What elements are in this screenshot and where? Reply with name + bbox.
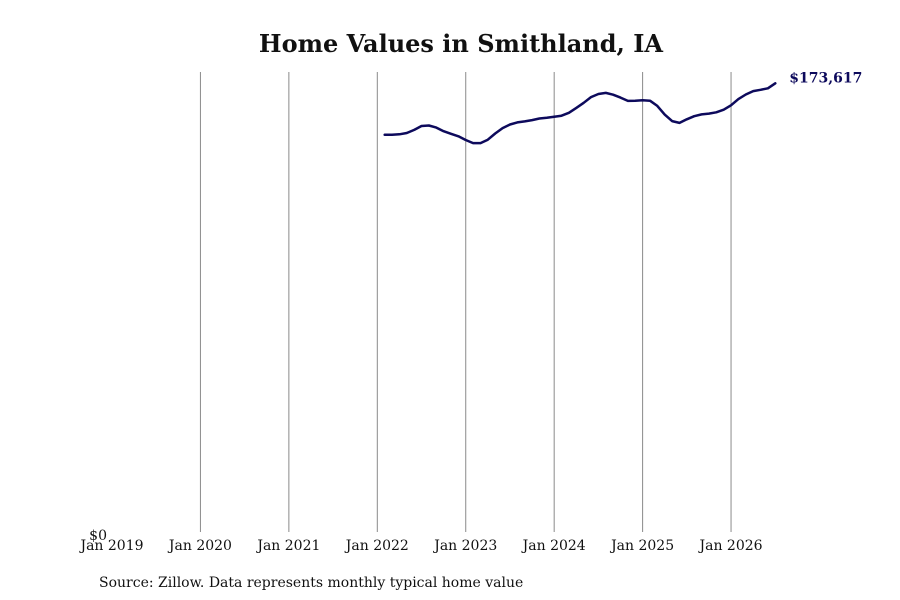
y-tick-label: $0 xyxy=(89,528,107,544)
source-note: Source: Zillow. Data represents monthly … xyxy=(99,575,523,591)
x-tick-label: Jan 2022 xyxy=(344,538,409,554)
home-value-line xyxy=(383,82,777,145)
x-tick-label: Jan 2026 xyxy=(698,538,763,554)
last-value-label: $173,617 xyxy=(789,70,862,86)
x-tick-label: Jan 2025 xyxy=(609,538,674,554)
y-axis-ticks: $0 xyxy=(89,528,107,544)
x-tick-label: Jan 2020 xyxy=(167,538,232,554)
x-axis-ticks: Jan 2019 Jan 2020 Jan 2021 Jan 2022 Jan 2023… xyxy=(78,538,762,554)
gridlines xyxy=(199,72,732,532)
chart-title: Home Values in Smithland, IA xyxy=(259,29,664,58)
x-tick-label: Jan 2024 xyxy=(521,538,586,554)
x-tick-label: Jan 2019 xyxy=(78,538,143,554)
x-tick-label: Jan 2021 xyxy=(255,538,320,554)
x-tick-label: Jan 2023 xyxy=(432,538,497,554)
